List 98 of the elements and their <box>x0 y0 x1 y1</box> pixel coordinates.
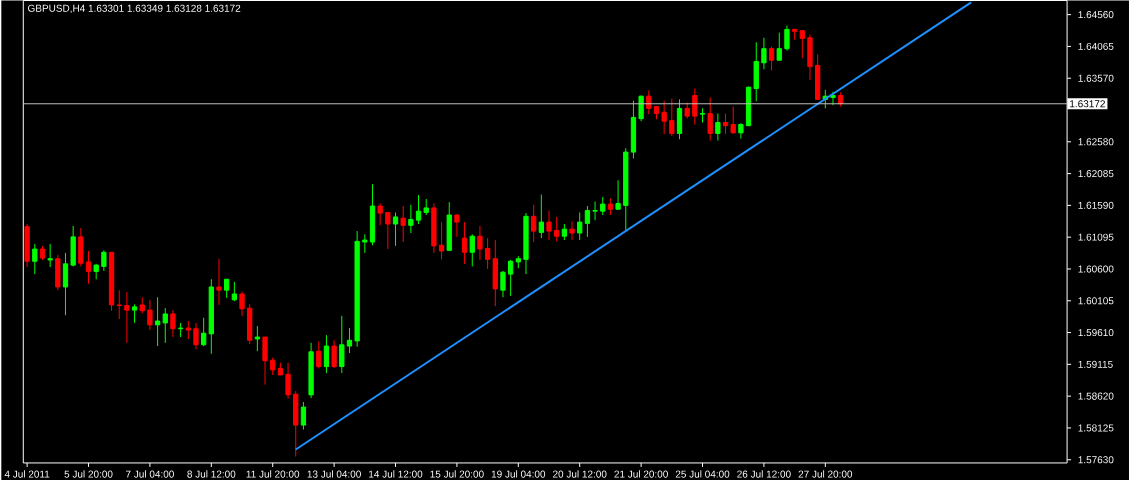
y-tick-label: 1.60600 <box>1078 265 1114 273</box>
y-tick-label: 1.60105 <box>1078 297 1114 305</box>
candlestick <box>784 25 790 52</box>
candlestick <box>592 200 598 221</box>
candlestick <box>32 243 38 275</box>
candlestick <box>730 105 736 134</box>
candlestick <box>722 113 729 135</box>
y-tick-label: 1.63570 <box>1078 74 1114 82</box>
candlestick <box>170 309 176 338</box>
candlestick <box>646 89 652 115</box>
candlestick <box>776 32 782 61</box>
y-tick-label: 1.62580 <box>1078 138 1114 146</box>
candlestick <box>362 233 368 254</box>
candlestick <box>531 204 537 243</box>
candlestick <box>454 213 460 238</box>
candlestick <box>62 252 69 316</box>
ref-line-label: 1.63172 <box>1070 100 1105 108</box>
y-tick-label: 1.64065 <box>1078 42 1114 50</box>
candlestick <box>584 205 591 238</box>
y-tick-label: 1.59115 <box>1078 360 1113 368</box>
y-tick-label: 1.59610 <box>1078 328 1114 337</box>
candlestick <box>385 211 391 250</box>
x-tick-label: 27 Jul 20:00 <box>798 470 853 478</box>
x-tick-label: 19 Jul 04:00 <box>491 470 546 478</box>
candlestick <box>768 46 775 71</box>
candlestick <box>285 362 291 400</box>
candlestick <box>131 303 138 324</box>
candlestick <box>323 334 330 374</box>
candlestick <box>461 221 468 265</box>
candlestick <box>193 322 199 350</box>
candlestick <box>162 307 168 344</box>
candlestick <box>477 225 483 261</box>
y-tick-label: 1.58620 <box>1078 392 1114 400</box>
x-tick-label: 15 Jul 20:00 <box>430 470 484 478</box>
candlestick <box>415 194 422 225</box>
candlestick <box>316 341 322 369</box>
candlestick <box>47 243 53 268</box>
candlestick <box>262 336 268 386</box>
candlestick <box>738 122 744 140</box>
y-tick-label: 1.64560 <box>1078 11 1114 19</box>
x-tick-label: 8 Jul 12:00 <box>187 470 236 478</box>
candlestick <box>830 91 836 106</box>
x-tick-label: 25 Jul 04:00 <box>675 470 730 478</box>
candlestick <box>577 211 583 241</box>
candlestick <box>546 209 552 241</box>
candlestick <box>101 249 107 272</box>
candlestick <box>231 281 237 302</box>
x-tick-label: 13 Jul 04:00 <box>307 470 361 478</box>
candlestick <box>692 87 698 125</box>
candlestick <box>400 205 406 243</box>
y-tick-label: 1.61590 <box>1078 201 1114 209</box>
candlestick <box>507 259 514 297</box>
candlestick <box>438 221 445 260</box>
candlestick <box>216 258 222 306</box>
candlestick <box>239 290 245 317</box>
candlestick <box>300 401 307 430</box>
x-tick-label: 7 Jul 04:00 <box>126 470 174 478</box>
candlestick <box>377 202 383 226</box>
x-tick-label: 4 Jul 2011 <box>4 470 50 478</box>
candlestick <box>85 250 92 285</box>
candlestick <box>715 113 721 141</box>
candlestick <box>707 96 713 141</box>
y-tick-label: 1.61095 <box>1078 233 1114 241</box>
candlestick <box>761 37 767 70</box>
y-tick-label: 1.57630 <box>1078 456 1114 464</box>
x-tick-label: 14 Jul 12:00 <box>369 470 423 478</box>
candlestick <box>339 315 345 374</box>
candlestick <box>484 237 491 270</box>
candlestick <box>392 211 399 247</box>
y-tick-label: 1.58125 <box>1078 424 1114 432</box>
candlestick <box>224 278 230 299</box>
candlestick <box>554 216 560 242</box>
candlestick <box>346 327 353 354</box>
candlestick <box>124 291 130 344</box>
chart-title: GBPUSD,H4 1.63301 1.63349 1.63128 1.63172 <box>28 4 241 13</box>
candlestick <box>615 179 621 210</box>
x-tick-label: 21 Jul 20:00 <box>614 470 668 478</box>
x-tick-label: 20 Jul 12:00 <box>553 470 607 478</box>
candlestick <box>699 107 706 123</box>
candlestick <box>469 233 475 267</box>
candlestick <box>538 193 544 239</box>
candlestick <box>154 296 161 347</box>
x-tick-label: 11 Jul 20:00 <box>246 470 300 478</box>
candlestick <box>408 204 414 234</box>
candlestick <box>669 98 675 137</box>
candlestick <box>147 299 153 331</box>
candlestick <box>638 95 644 122</box>
candlestick <box>200 317 207 347</box>
candlestick <box>799 30 805 59</box>
candlestick <box>661 100 667 135</box>
x-tick-label: 26 Jul 12:00 <box>737 470 791 478</box>
candlestick <box>254 325 261 352</box>
candlestick <box>331 339 337 369</box>
y-tick-label: 1.62085 <box>1078 170 1114 178</box>
candlestick <box>116 289 122 320</box>
candlestick <box>500 270 506 298</box>
x-tick-label: 5 Jul 20:00 <box>64 470 113 478</box>
candlestick <box>569 220 575 241</box>
